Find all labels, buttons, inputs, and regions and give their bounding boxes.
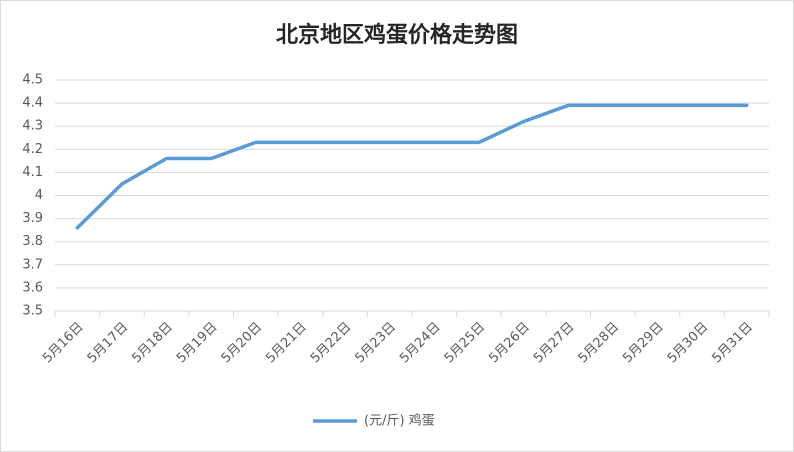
y-tick-label: 4.3: [22, 119, 43, 134]
y-tick-label: 4: [35, 188, 43, 203]
y-tick-label: 3.9: [22, 211, 43, 226]
y-tick-label: 4.1: [22, 165, 43, 180]
y-tick-label: 4.5: [22, 73, 43, 88]
chart-title: 北京地区鸡蛋价格走势图: [276, 22, 518, 48]
y-tick-label: 4.2: [22, 142, 43, 157]
y-tick-label: 3.6: [22, 280, 43, 295]
legend-label: (元/斤) 鸡蛋: [364, 413, 435, 429]
y-tick-label: 3.7: [22, 257, 43, 272]
y-tick-label: 3.8: [22, 234, 43, 249]
series-line: [75, 103, 749, 230]
y-tick-label: 3.5: [22, 304, 43, 319]
y-tick-label: 4.4: [22, 96, 43, 111]
